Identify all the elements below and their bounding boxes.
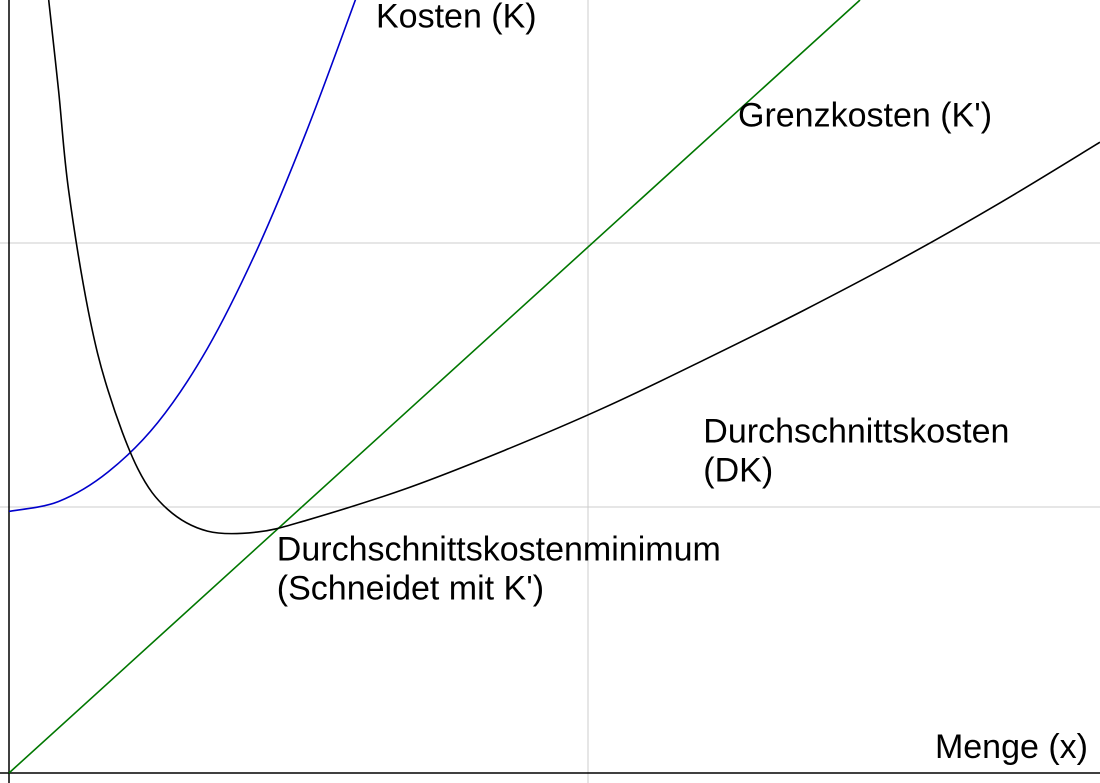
annotation-label_min: Durchschnittskostenminimum (Schneidet mit… <box>277 531 721 608</box>
annotation-line: Durchschnittskostenminimum <box>277 531 721 569</box>
annotation-label_K: Kosten (K) <box>376 0 537 36</box>
x-axis-label: Menge (x) <box>935 728 1088 766</box>
annotation-line: (DK) <box>703 451 773 489</box>
series-line-K_prime <box>8 0 861 774</box>
annotation-line: (Schneidet mit K') <box>277 570 544 608</box>
series-DK <box>47 0 1100 535</box>
annotation-label_K_prime: Grenzkosten (K') <box>738 96 992 134</box>
annotation-line: Durchschnittskosten <box>703 412 1009 450</box>
series-layer <box>8 0 1100 774</box>
series-line-K <box>8 0 357 513</box>
series-K <box>8 0 357 513</box>
annotation-label_DK: Durchschnittskosten (DK) <box>703 412 1009 489</box>
annotation-line: Grenzkosten (K') <box>738 96 992 134</box>
annotation-layer: Kosten (K) Grenzkosten (K') Durchschnittsk… <box>277 0 1010 608</box>
series-K_prime <box>8 0 861 774</box>
annotation-line: Kosten (K) <box>376 0 537 36</box>
series-line-DK <box>47 0 1100 535</box>
